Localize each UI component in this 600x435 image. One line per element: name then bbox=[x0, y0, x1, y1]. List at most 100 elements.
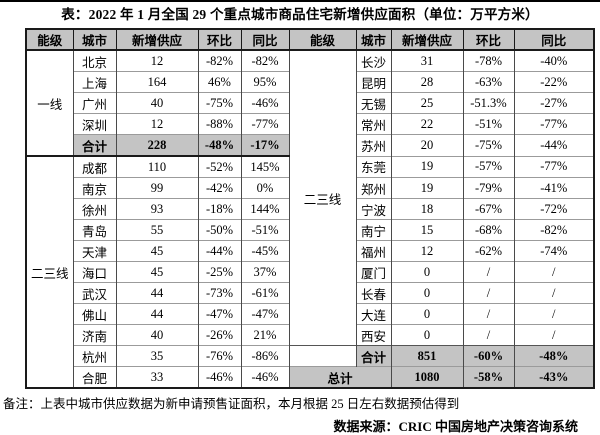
yoy-cell: -17% bbox=[240, 134, 290, 156]
mom-cell: -67% bbox=[462, 198, 515, 220]
mom-cell: -78% bbox=[462, 49, 515, 72]
yoy-cell: -82% bbox=[513, 219, 595, 241]
mom-cell: -48% bbox=[197, 134, 242, 156]
city-cell: 大连 bbox=[355, 303, 392, 325]
column-header-supply-right: 新增供应 bbox=[390, 28, 464, 51]
supply-cell: 12 bbox=[115, 113, 199, 135]
supply-cell: 40 bbox=[115, 324, 199, 346]
yoy-cell: -86% bbox=[240, 345, 290, 367]
subtotal-label: 合计 bbox=[72, 134, 117, 156]
table-row: 上海 164 46% 95% 昆明 28 -63% -22% bbox=[26, 71, 595, 93]
mom-cell: -58% bbox=[462, 366, 515, 388]
supply-cell: 0 bbox=[390, 282, 464, 304]
city-cell: 北京 bbox=[72, 49, 117, 72]
mom-cell: / bbox=[462, 303, 515, 325]
mom-cell: -47% bbox=[197, 303, 242, 325]
yoy-cell: -72% bbox=[513, 198, 595, 220]
column-header-tier-right: 能级 bbox=[288, 28, 357, 51]
tier-cell-lower-line-right: 二三线 bbox=[288, 50, 357, 346]
supply-cell: 99 bbox=[115, 177, 199, 199]
supply-cell: 33 bbox=[115, 366, 199, 388]
city-cell: 广州 bbox=[72, 92, 117, 114]
column-header-city-left: 城市 bbox=[72, 28, 117, 51]
yoy-cell: -43% bbox=[513, 366, 595, 388]
yoy-cell: 144% bbox=[240, 198, 290, 220]
yoy-cell: 21% bbox=[240, 324, 290, 346]
supply-cell: 55 bbox=[115, 219, 199, 241]
supply-cell: 44 bbox=[115, 282, 199, 304]
city-cell: 合肥 bbox=[72, 366, 117, 388]
city-cell: 郑州 bbox=[355, 177, 392, 199]
supply-cell: 93 bbox=[115, 198, 199, 220]
yoy-cell: -44% bbox=[513, 134, 595, 156]
supply-cell: 25 bbox=[390, 92, 464, 114]
mom-cell: -88% bbox=[197, 113, 242, 135]
mom-cell: -60% bbox=[462, 345, 515, 367]
supply-cell: 0 bbox=[390, 303, 464, 325]
city-cell: 徐州 bbox=[72, 198, 117, 220]
city-cell: 南京 bbox=[72, 177, 117, 199]
mom-cell: -75% bbox=[462, 134, 515, 156]
supply-cell: 1080 bbox=[390, 366, 464, 388]
top-rule bbox=[0, 0, 600, 2]
table-row: 深圳 12 -88% -77% 常州 22 -51% -77% bbox=[26, 113, 595, 135]
supply-cell: 0 bbox=[390, 324, 464, 346]
supply-cell: 164 bbox=[115, 71, 199, 93]
supply-cell: 0 bbox=[390, 261, 464, 283]
column-header-yoy-left: 同比 bbox=[240, 28, 290, 51]
yoy-cell: / bbox=[513, 261, 595, 283]
table-row: 武汉 44 -73% -61% 长春 0// bbox=[26, 282, 595, 304]
yoy-cell: / bbox=[513, 282, 595, 304]
tier-cell-lower-line-left: 二三线 bbox=[25, 155, 74, 388]
city-cell: 苏州 bbox=[355, 134, 392, 156]
city-cell: 无锡 bbox=[355, 92, 392, 114]
column-header-yoy-right: 同比 bbox=[513, 28, 595, 51]
yoy-cell: -40% bbox=[513, 49, 595, 72]
city-cell: 常州 bbox=[355, 113, 392, 135]
supply-cell: 12 bbox=[390, 240, 464, 262]
mom-cell: -42% bbox=[197, 177, 242, 199]
mom-cell: -26% bbox=[197, 324, 242, 346]
footnote: 备注：上表中城市供应数据为新申请预售证面积，本月根据 25 日左右数据预估得到 bbox=[3, 397, 460, 411]
city-cell: 上海 bbox=[72, 71, 117, 93]
mom-cell: -25% bbox=[197, 261, 242, 283]
table-row: 天津 45 -44% -45% 福州 12 -62% -74% bbox=[26, 240, 595, 262]
city-cell: 天津 bbox=[72, 240, 117, 262]
supply-cell: 19 bbox=[390, 177, 464, 199]
city-cell: 厦门 bbox=[355, 261, 392, 283]
table-row: 广州 40 -75% -46% 无锡 25 -51.3% -27% bbox=[26, 92, 595, 114]
mom-cell: -62% bbox=[462, 240, 515, 262]
table-row: 二三线 成都 110 -52% 145% 东莞 19 -57% -77% bbox=[25, 155, 595, 388]
city-cell: 长春 bbox=[355, 282, 392, 304]
yoy-cell: -74% bbox=[513, 240, 595, 262]
city-cell: 昆明 bbox=[355, 71, 392, 93]
supply-table: 能级 城市 新增供应 环比 同比 能级 城市 新增供应 环比 同比 一线 北京 12… bbox=[25, 28, 595, 389]
yoy-cell: / bbox=[513, 303, 595, 325]
yoy-cell: 145% bbox=[240, 155, 290, 178]
mom-cell: 46% bbox=[197, 71, 242, 93]
table-row: 海口 45 -25% 37% 厦门 0// bbox=[26, 261, 595, 283]
mom-cell: / bbox=[462, 261, 515, 283]
city-cell: 青岛 bbox=[72, 219, 117, 241]
table-body: 一线 北京 12 -82% -82% 二三线 长沙 31 -78% -40% 上海 164 46% 95%… bbox=[25, 49, 595, 388]
yoy-cell: 37% bbox=[240, 261, 290, 283]
tier-empty-cell bbox=[288, 345, 357, 367]
mom-cell: / bbox=[462, 282, 515, 304]
yoy-cell: -77% bbox=[240, 113, 290, 135]
subtotal-label: 合计 bbox=[355, 345, 392, 367]
table-row: 合肥 33 -46% -46% 总计 1080 -58% -43% bbox=[26, 366, 595, 388]
mom-cell: -68% bbox=[462, 219, 515, 241]
column-header-supply-left: 新增供应 bbox=[115, 28, 199, 51]
supply-cell: 15 bbox=[390, 219, 464, 241]
city-cell: 海口 bbox=[72, 261, 117, 283]
city-cell: 东莞 bbox=[355, 155, 392, 178]
mom-cell: -57% bbox=[462, 155, 515, 178]
column-header-city-right: 城市 bbox=[355, 28, 392, 51]
city-cell: 成都 bbox=[72, 155, 117, 178]
supply-cell: 110 bbox=[115, 155, 199, 178]
mom-cell: -51% bbox=[462, 113, 515, 135]
mom-cell: -18% bbox=[197, 198, 242, 220]
yoy-cell: -41% bbox=[513, 177, 595, 199]
supply-cell: 12 bbox=[115, 49, 199, 72]
